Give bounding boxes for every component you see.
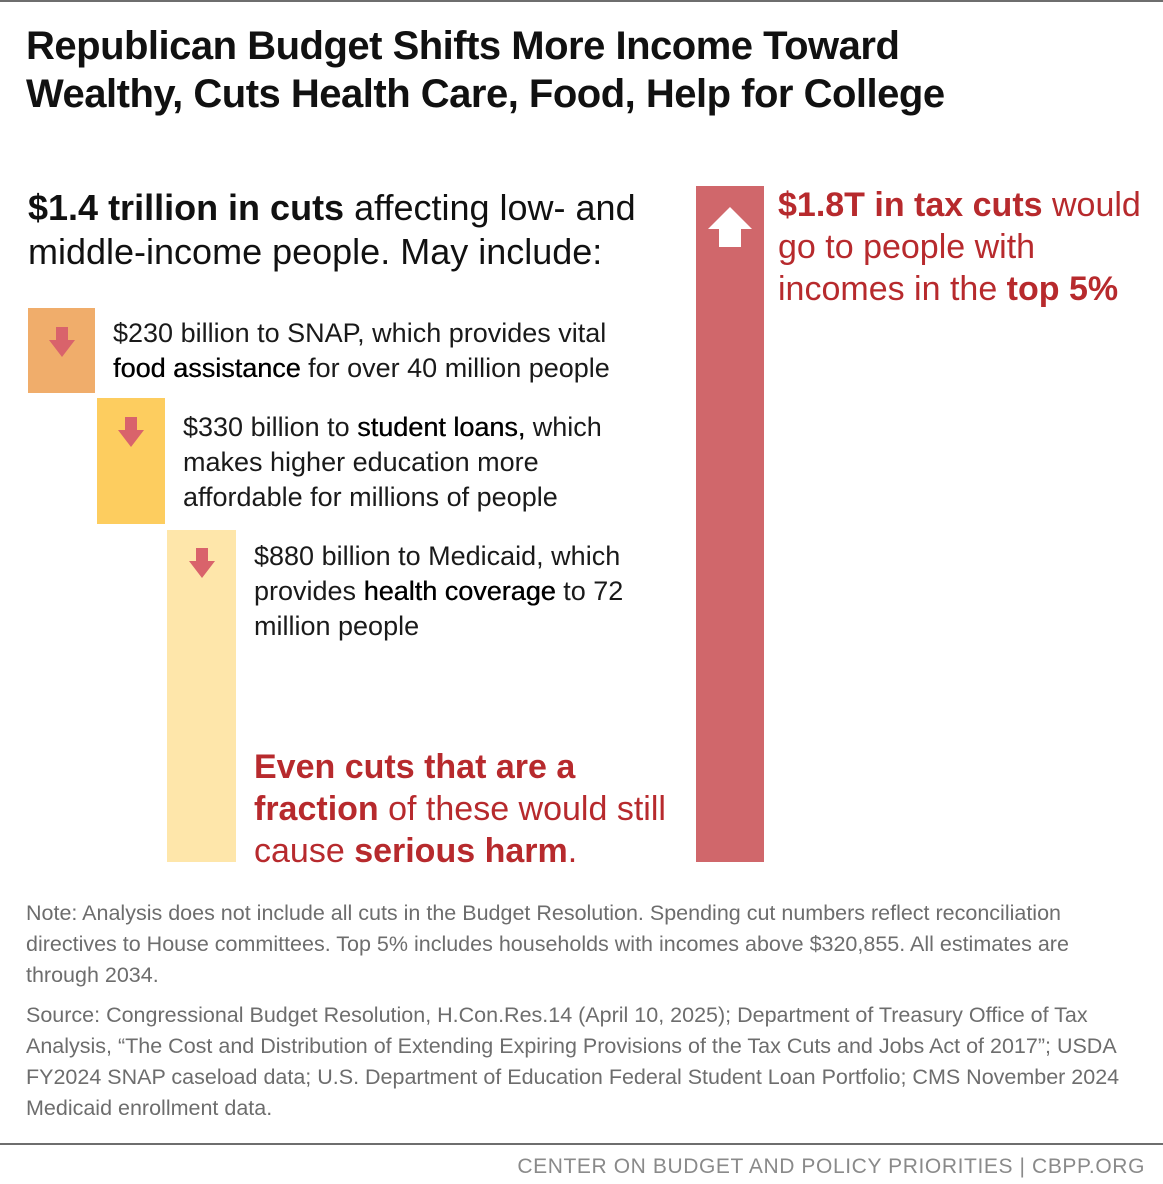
item-snap: $230 billion to SNAP, which provides vit… — [113, 316, 673, 386]
item-loans-line2: makes higher education more — [183, 447, 539, 477]
item-loans-bold: student loans, — [357, 412, 526, 442]
title-line-2: Wealthy, Cuts Health Care, Food, Help fo… — [26, 72, 945, 116]
cuts-intro-line2: middle-income people. May include: — [28, 231, 603, 272]
item-snap-bold: food assistance — [113, 353, 301, 383]
cuts-intro-rest: affecting low- and — [344, 187, 636, 228]
note-text: Note: Analysis does not include all cuts… — [26, 901, 1069, 987]
item-loans-line3: affordable for millions of people — [183, 482, 558, 512]
harm-period: . — [567, 832, 578, 870]
bar-tax-cuts — [696, 186, 764, 862]
tax-cuts-line3-pre: incomes in the — [778, 270, 1007, 308]
item-snap-line1: $230 billion to SNAP, which provides vit… — [113, 318, 607, 348]
tax-cuts-bold: $1.8T in tax cuts — [778, 186, 1043, 224]
item-medicaid-line1: $880 billion to Medicaid, which — [254, 541, 621, 571]
chart-title: Republican Budget Shifts More Income Tow… — [26, 22, 1146, 118]
up-arrow-icon — [708, 207, 752, 247]
harm-serious: serious harm — [354, 832, 568, 870]
cuts-total-bold: $1.4 trillion in cuts — [28, 187, 345, 228]
title-line-1: Republican Budget Shifts More Income Tow… — [26, 24, 900, 68]
item-medicaid-bold: health coverage — [363, 576, 556, 606]
cuts-intro: $1.4 trillion in cuts affecting low- and… — [28, 186, 668, 274]
item-loans-amount: $330 billion to — [183, 412, 358, 442]
down-arrow-icon — [48, 327, 75, 357]
source-text: Source: Congressional Budget Resolution,… — [26, 1003, 1120, 1120]
tax-cuts-callout: $1.8T in tax cuts would go to people wit… — [778, 184, 1148, 310]
down-arrow-icon — [188, 548, 215, 578]
harm-line3-pre: cause — [254, 832, 355, 870]
item-loans-tail: which — [525, 412, 602, 442]
item-medicaid: $880 billion to Medicaid, which provides… — [254, 539, 694, 644]
bottom-rule — [0, 1143, 1163, 1145]
harm-line1: Even cuts that are a — [254, 748, 576, 786]
item-medicaid-prefix: provides — [254, 576, 364, 606]
harm-fraction: fraction — [254, 790, 379, 828]
bar-student-loans — [97, 398, 165, 524]
item-student-loans: $330 billion to student loans, which mak… — [183, 410, 683, 515]
bar-medicaid — [167, 530, 236, 862]
item-medicaid-tail: to 72 — [555, 576, 624, 606]
tax-cuts-rest: would — [1042, 186, 1141, 224]
item-medicaid-line3: million people — [254, 611, 420, 641]
top-rule — [0, 0, 1163, 2]
tax-cuts-top5: top 5% — [1006, 270, 1119, 308]
harm-callout: Even cuts that are a fraction of these w… — [254, 746, 694, 872]
bar-snap — [28, 308, 95, 393]
down-arrow-icon — [118, 417, 144, 447]
footer-credit: CENTER ON BUDGET AND POLICY PRIORITIES |… — [517, 1155, 1145, 1178]
tax-cuts-line2: go to people with — [778, 228, 1036, 266]
item-snap-tail: for over 40 million people — [300, 353, 610, 383]
harm-line2-rest: of these would still — [378, 790, 666, 828]
